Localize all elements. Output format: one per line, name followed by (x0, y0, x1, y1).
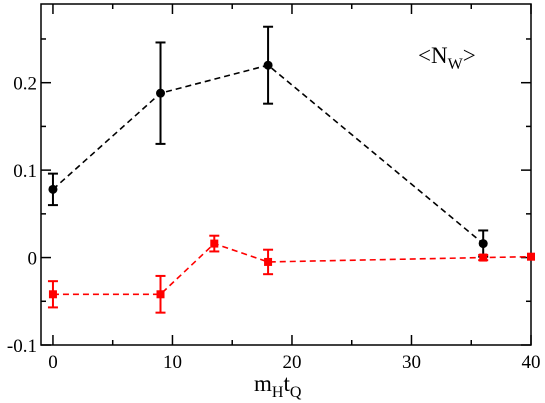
x-tick-label: 20 (282, 352, 301, 373)
data-point (48, 184, 58, 194)
data-point (263, 60, 273, 70)
series-line (52, 242, 532, 296)
data-point (478, 239, 488, 249)
series-group (47, 25, 535, 314)
y-tick-label: -0.1 (7, 336, 37, 357)
series-1 (47, 25, 489, 258)
data-point (527, 252, 535, 261)
data-point (264, 257, 273, 266)
x-axis-label: mHtQ (254, 371, 302, 401)
y-tick-label: 0.1 (13, 161, 37, 182)
data-point (156, 290, 165, 299)
tick-labels-group: 0 10 20 30 40 -0.1 0 0.1 0.2 (7, 74, 541, 373)
data-point (479, 253, 488, 262)
series-line (52, 64, 484, 245)
x-tick-label: 30 (402, 352, 421, 373)
series-2 (47, 234, 535, 314)
x-tick-label: 10 (163, 352, 182, 373)
annotation-nw: <NW> (418, 43, 476, 73)
data-point (210, 239, 219, 248)
x-tick-label: 40 (522, 352, 541, 373)
y-tick-label: 0 (28, 249, 38, 270)
plot-frame (40, 3, 532, 346)
x-tick-label: 0 (48, 352, 58, 373)
data-point (48, 290, 57, 299)
data-point (156, 88, 166, 98)
y-tick-label: 0.2 (13, 74, 37, 95)
